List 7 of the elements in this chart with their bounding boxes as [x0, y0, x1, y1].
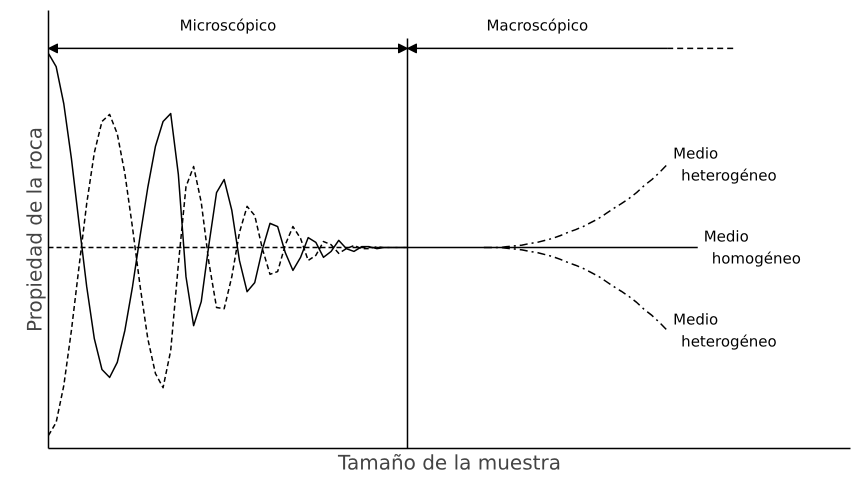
text: Microscópico: [180, 16, 276, 35]
x-axis-title: Tamaño de la muestra: [337, 450, 561, 474]
series-label: Medio homogéneo: [704, 227, 801, 268]
series-label: Medio heterogéneo: [673, 144, 777, 185]
y-axis-title: Propiedad de la roca: [22, 126, 46, 332]
text: Macroscópico: [486, 16, 588, 35]
series-label: Medio heterogéneo: [673, 310, 777, 350]
